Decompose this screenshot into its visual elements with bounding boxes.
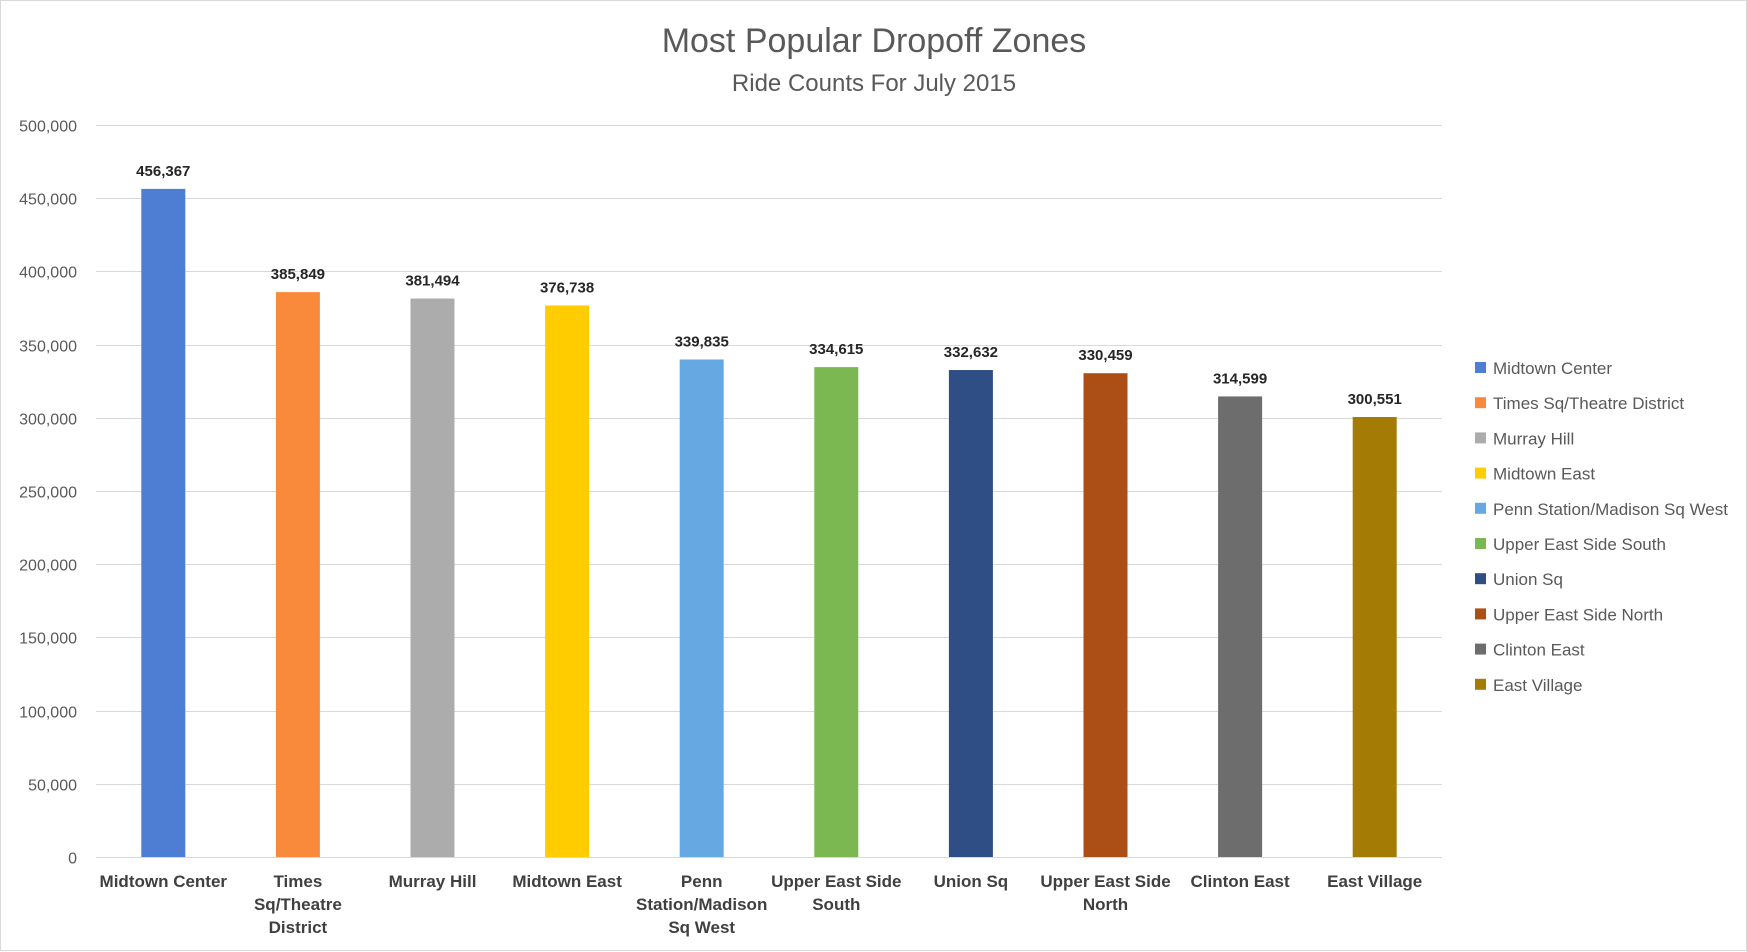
x-tick-label: Times Sq/Theatre District bbox=[254, 872, 342, 937]
bar bbox=[545, 305, 590, 857]
y-tick-label: 300,000 bbox=[19, 412, 77, 429]
legend-swatch bbox=[1475, 502, 1486, 514]
y-tick-label: 450,000 bbox=[19, 192, 77, 209]
x-tick-label: Upper East Side South bbox=[771, 872, 901, 914]
x-tick-label: Upper East Side North bbox=[1040, 872, 1170, 914]
y-tick-label: 200,000 bbox=[19, 558, 77, 575]
legend-item: Union Sq bbox=[1475, 570, 1563, 589]
y-tick-label: 350,000 bbox=[19, 339, 77, 356]
y-axis-tick-labels: 0 50,000 100,000 150,000 200,000 250,000 300,0… bbox=[19, 119, 77, 868]
x-tick-label: East Village bbox=[1327, 872, 1422, 891]
legend-item: Penn Station/Madison Sq West bbox=[1475, 500, 1728, 519]
legend-swatch bbox=[1475, 362, 1486, 373]
y-tick-label: 400,000 bbox=[19, 265, 77, 282]
bar bbox=[141, 188, 186, 857]
legend-label: Midtown Center bbox=[1493, 359, 1612, 378]
legend-swatch bbox=[1475, 467, 1486, 479]
legend-label: Murray Hill bbox=[1493, 429, 1574, 448]
y-tick-label: 100,000 bbox=[19, 705, 77, 722]
legend-label: Clinton East bbox=[1493, 641, 1585, 660]
y-tick-label: 500,000 bbox=[19, 119, 77, 136]
x-tick-label: Murray Hill bbox=[389, 872, 477, 891]
bars bbox=[141, 188, 1397, 857]
x-tick-label: Clinton East bbox=[1191, 872, 1291, 891]
x-tick-label: Midtown East bbox=[512, 872, 622, 891]
legend-label: Upper East Side North bbox=[1493, 605, 1663, 624]
x-tick-label: Union Sq bbox=[934, 872, 1009, 891]
legend-swatch bbox=[1475, 538, 1486, 549]
legend-item: Murray Hill bbox=[1475, 429, 1574, 448]
legend-swatch bbox=[1475, 643, 1486, 655]
legend-swatch bbox=[1475, 678, 1486, 690]
data-label: 334,615 bbox=[809, 341, 863, 358]
chart-subtitle: Ride Counts For July 2015 bbox=[732, 70, 1016, 97]
legend-swatch bbox=[1475, 608, 1486, 620]
legend-swatch bbox=[1475, 397, 1486, 409]
legend-item: Upper East Side South bbox=[1475, 535, 1666, 554]
legend-item: Midtown East bbox=[1475, 465, 1595, 484]
data-label: 330,459 bbox=[1078, 347, 1132, 364]
legend-label: East Village bbox=[1493, 676, 1582, 695]
data-label: 300,551 bbox=[1348, 391, 1402, 408]
data-label: 381,494 bbox=[405, 272, 460, 289]
data-labels: 456,367 385,849 381,494 376,738 339,835 334,6… bbox=[136, 163, 1402, 408]
data-label: 332,632 bbox=[944, 344, 998, 361]
data-label: 385,849 bbox=[271, 266, 325, 283]
bar bbox=[679, 359, 724, 857]
bar bbox=[275, 292, 320, 857]
legend-label: Union Sq bbox=[1493, 570, 1563, 589]
legend-label: Times Sq/Theatre District bbox=[1493, 394, 1684, 413]
chart-title: Most Popular Dropoff Zones bbox=[662, 22, 1087, 60]
y-tick-label: 0 bbox=[68, 851, 77, 868]
bar bbox=[1218, 396, 1263, 857]
legend-swatch bbox=[1475, 573, 1486, 585]
legend-label: Midtown East bbox=[1493, 465, 1595, 484]
data-label: 314,599 bbox=[1213, 370, 1267, 387]
legend-item: East Village bbox=[1475, 676, 1582, 695]
legend-label: Penn Station/Madison Sq West bbox=[1493, 500, 1728, 519]
y-tick-label: 250,000 bbox=[19, 485, 77, 502]
legend: Midtown Center Times Sq/Theatre District M… bbox=[1475, 359, 1728, 695]
legend-item: Clinton East bbox=[1475, 641, 1585, 660]
x-tick-label: Penn Station/Madison Sq West bbox=[636, 872, 767, 937]
y-tick-label: 150,000 bbox=[19, 631, 77, 648]
data-label: 376,738 bbox=[540, 279, 594, 296]
legend-item: Times Sq/Theatre District bbox=[1475, 394, 1684, 413]
y-tick-label: 50,000 bbox=[28, 778, 77, 795]
legend-item: Midtown Center bbox=[1475, 359, 1612, 378]
bar bbox=[1352, 416, 1397, 857]
legend-item: Upper East Side North bbox=[1475, 605, 1663, 624]
legend-swatch bbox=[1475, 432, 1486, 444]
gridlines bbox=[96, 125, 1442, 858]
bar bbox=[1083, 373, 1128, 857]
x-axis-category-labels: Midtown Center Times Sq/Theatre District Mur… bbox=[100, 872, 1423, 937]
bar bbox=[410, 298, 455, 857]
data-label: 456,367 bbox=[136, 163, 190, 180]
legend-label: Upper East Side South bbox=[1493, 535, 1666, 554]
data-label: 339,835 bbox=[675, 333, 729, 350]
bar bbox=[814, 367, 859, 857]
x-tick-label: Midtown Center bbox=[100, 872, 228, 891]
bar bbox=[948, 370, 993, 857]
